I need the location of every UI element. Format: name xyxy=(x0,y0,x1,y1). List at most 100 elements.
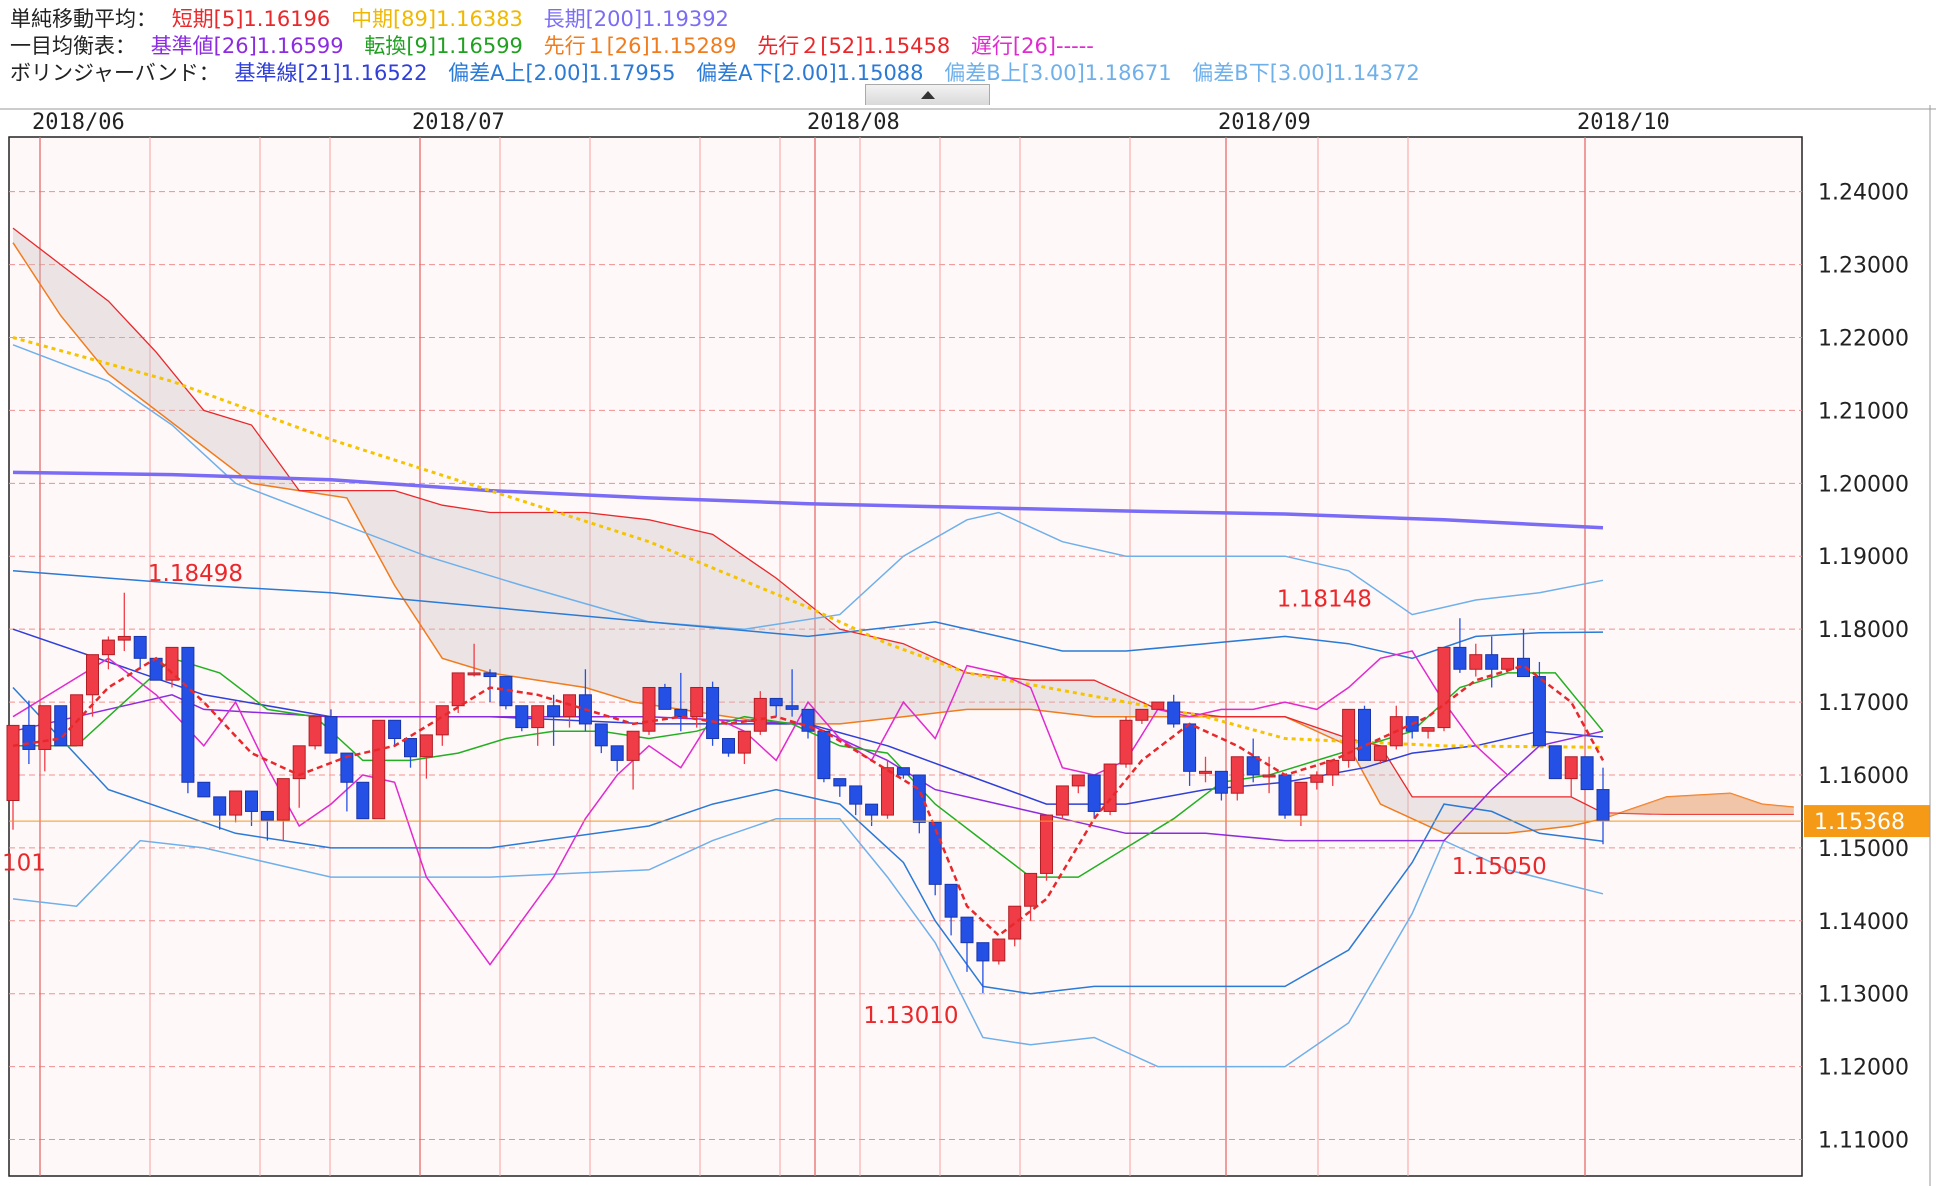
y-tick-label: 1.14000 xyxy=(1818,910,1909,935)
bbUpperA-line xyxy=(12,570,1604,660)
candle-body xyxy=(1230,756,1244,794)
candle-body xyxy=(292,745,306,780)
candle-body xyxy=(1326,759,1340,776)
candle-body xyxy=(372,719,386,820)
candle-body xyxy=(658,686,672,710)
candle-body xyxy=(213,796,227,816)
candle-body xyxy=(419,734,433,758)
candle-body xyxy=(515,705,529,729)
candle-body xyxy=(1469,654,1483,670)
candle-body xyxy=(737,730,751,754)
future-cloud xyxy=(1603,793,1794,819)
candle-body xyxy=(117,635,131,641)
legend-sma: 単純移動平均： 短期[5]1.16196 中期[89]1.16383 長期[20… xyxy=(10,6,743,33)
collapse-legend-button[interactable] xyxy=(865,84,990,106)
candle-body xyxy=(1135,708,1149,721)
price-annotation: 1.18148 xyxy=(1277,586,1372,612)
candle-body xyxy=(1437,646,1451,729)
candle-body xyxy=(753,697,767,732)
x-tick-label: 2018/09 xyxy=(1218,110,1311,135)
candle-body xyxy=(769,697,783,707)
candle-body xyxy=(1119,719,1133,765)
candle-body xyxy=(594,723,608,747)
candle-body xyxy=(483,672,497,678)
candle-body xyxy=(340,752,354,783)
candle-body xyxy=(976,942,990,962)
candle-body xyxy=(785,705,799,710)
candle-body xyxy=(944,883,958,918)
candle-body xyxy=(435,705,449,736)
candle-body xyxy=(260,810,274,821)
legend-bb-upperB: 偏差B上[3.00]1.18671 xyxy=(944,61,1172,85)
legend-ichimoku: 一目均衡表： 基準値[26]1.16599 転換[9]1.16599 先行１[2… xyxy=(10,33,1108,60)
price-annotation: 1.18498 xyxy=(148,561,243,587)
x-tick-label: 2018/06 xyxy=(32,110,125,135)
candle-body xyxy=(722,738,735,754)
candle-body xyxy=(165,646,179,681)
bbMid-line xyxy=(12,628,1604,805)
chikou-line xyxy=(12,650,1509,966)
mid-line xyxy=(12,336,1604,749)
candle-body xyxy=(404,738,417,758)
y-tick-label: 1.18000 xyxy=(1818,618,1909,643)
candle-body xyxy=(912,774,926,823)
candle-body xyxy=(547,705,561,718)
candle-body xyxy=(626,730,640,761)
x-tick-label: 2018/07 xyxy=(412,110,505,135)
candle-body xyxy=(1564,756,1578,780)
y-tick-label: 1.17000 xyxy=(1818,691,1909,716)
candle-body xyxy=(881,767,894,816)
x-tick-label: 2018/10 xyxy=(1577,110,1670,135)
y-tick-label: 1.19000 xyxy=(1818,545,1909,570)
candle-body xyxy=(1485,654,1499,670)
candle-body xyxy=(197,781,211,798)
legend-sma-label: 単純移動平均： xyxy=(10,7,157,31)
candle-body xyxy=(1151,701,1165,710)
candle-body xyxy=(674,708,688,718)
candle-body xyxy=(642,686,656,732)
short-sma-line xyxy=(12,656,1605,938)
bbLowerB-line xyxy=(12,817,1604,1068)
legend-bollinger: ボリンジャーバンド： 基準線[21]1.16522 偏差A上[2.00]1.17… xyxy=(10,60,1434,87)
x-tick-label: 2018/08 xyxy=(807,110,900,135)
candle-body xyxy=(467,672,481,676)
legend-senkou1: 先行１[26]1.15289 xyxy=(543,34,737,58)
legend-bb-upperA: 偏差A上[2.00]1.17955 xyxy=(448,61,676,85)
candle-body xyxy=(149,657,163,681)
bbUpperB-line xyxy=(12,344,1604,630)
y-tick-label: 1.16000 xyxy=(1818,764,1909,789)
candle-body xyxy=(833,778,847,787)
legend-bb-mid: 基準線[21]1.16522 xyxy=(234,61,428,85)
legend-bollinger-label: ボリンジャーバンド： xyxy=(10,61,220,85)
candle-body xyxy=(896,767,910,776)
price-annotation: 1.13010 xyxy=(863,1003,958,1029)
candle-body xyxy=(6,724,20,802)
candle-body xyxy=(1040,814,1053,874)
candle-body xyxy=(245,790,258,812)
legend-sma-mid: 中期[89]1.16383 xyxy=(350,7,523,31)
senkou2-line xyxy=(12,227,1794,816)
candle-body xyxy=(1024,872,1038,907)
candle-body xyxy=(86,654,99,696)
candle-body xyxy=(1214,770,1228,794)
candle-body xyxy=(817,730,831,780)
candle-body xyxy=(706,686,720,740)
legend-sma-short: 短期[5]1.16196 xyxy=(171,7,331,31)
candle-body xyxy=(1055,785,1069,816)
candle-body xyxy=(531,705,545,729)
candle-body xyxy=(1421,727,1435,732)
ichimoku-cloud xyxy=(13,228,1794,834)
legend-sma-long: 長期[200]1.19392 xyxy=(543,7,729,31)
candle-body xyxy=(22,724,36,750)
candle-body xyxy=(356,781,370,820)
candle-body xyxy=(38,705,52,750)
y-tick-label: 1.21000 xyxy=(1818,399,1909,424)
candle-body xyxy=(1262,774,1276,778)
candle-body xyxy=(1501,657,1515,670)
candle-body xyxy=(960,916,974,944)
candle-body xyxy=(1294,781,1308,816)
current-price-box xyxy=(1804,805,1930,838)
y-tick-label: 1.15000 xyxy=(1818,837,1909,862)
candle-body xyxy=(1596,789,1610,822)
candle-body xyxy=(181,646,195,783)
